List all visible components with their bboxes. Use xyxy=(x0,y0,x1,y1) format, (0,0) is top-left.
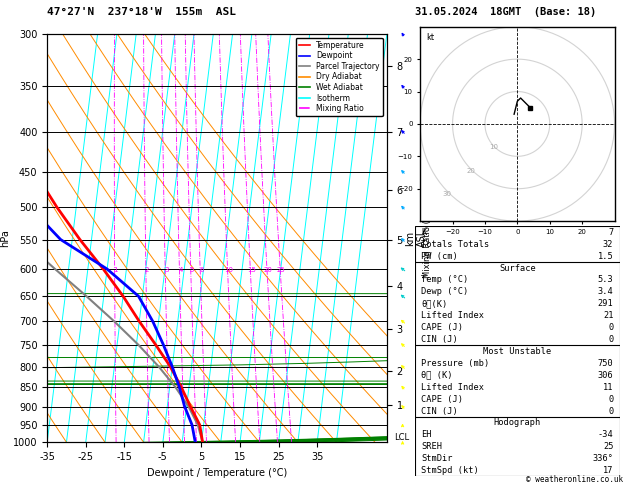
Text: Lifted Index: Lifted Index xyxy=(421,382,484,392)
Text: θᴇ (K): θᴇ (K) xyxy=(421,371,453,380)
Text: 750: 750 xyxy=(598,359,613,368)
Text: 2: 2 xyxy=(145,267,149,273)
Text: CIN (J): CIN (J) xyxy=(421,335,458,344)
Text: 21: 21 xyxy=(603,311,613,320)
Text: 20: 20 xyxy=(264,267,272,273)
Text: 17: 17 xyxy=(603,466,613,475)
Text: 3.4: 3.4 xyxy=(598,287,613,296)
Text: 7: 7 xyxy=(608,228,613,237)
Text: CAPE (J): CAPE (J) xyxy=(421,323,464,332)
Text: 25: 25 xyxy=(603,442,613,451)
Text: 15: 15 xyxy=(247,267,256,273)
Legend: Temperature, Dewpoint, Parcel Trajectory, Dry Adiabat, Wet Adiabat, Isotherm, Mi: Temperature, Dewpoint, Parcel Trajectory… xyxy=(296,38,383,116)
X-axis label: Dewpoint / Temperature (°C): Dewpoint / Temperature (°C) xyxy=(147,468,287,478)
Text: 6: 6 xyxy=(199,267,204,273)
Text: 32: 32 xyxy=(603,240,613,249)
Text: 31.05.2024  18GMT  (Base: 18): 31.05.2024 18GMT (Base: 18) xyxy=(415,7,596,17)
Text: 20: 20 xyxy=(466,168,475,174)
Text: SREH: SREH xyxy=(421,442,442,451)
Text: EH: EH xyxy=(421,431,431,439)
Text: Mixing Ratio (g/kg): Mixing Ratio (g/kg) xyxy=(423,198,432,278)
Text: 1.5: 1.5 xyxy=(598,252,613,260)
Text: Most Unstable: Most Unstable xyxy=(483,347,552,356)
Text: Dewp (°C): Dewp (°C) xyxy=(421,287,469,296)
Text: 5.3: 5.3 xyxy=(598,276,613,284)
Text: 4: 4 xyxy=(179,267,183,273)
Text: PW (cm): PW (cm) xyxy=(421,252,458,260)
Text: StmDir: StmDir xyxy=(421,454,453,463)
Text: 306: 306 xyxy=(598,371,613,380)
Text: -34: -34 xyxy=(598,431,613,439)
Text: K: K xyxy=(421,228,426,237)
Text: 0: 0 xyxy=(608,395,613,404)
Text: 11: 11 xyxy=(603,382,613,392)
Text: 0: 0 xyxy=(608,323,613,332)
Text: CAPE (J): CAPE (J) xyxy=(421,395,464,404)
Text: © weatheronline.co.uk: © weatheronline.co.uk xyxy=(526,474,623,484)
Text: 0: 0 xyxy=(608,335,613,344)
Text: 3: 3 xyxy=(164,267,169,273)
Y-axis label: hPa: hPa xyxy=(0,229,10,247)
Text: 0: 0 xyxy=(608,407,613,416)
Text: LCL: LCL xyxy=(394,433,409,442)
Text: 1: 1 xyxy=(114,267,118,273)
Text: 336°: 336° xyxy=(593,454,613,463)
Text: Lifted Index: Lifted Index xyxy=(421,311,484,320)
Text: CIN (J): CIN (J) xyxy=(421,407,458,416)
Y-axis label: km
ASL: km ASL xyxy=(406,229,427,247)
Text: Temp (°C): Temp (°C) xyxy=(421,276,469,284)
Text: 291: 291 xyxy=(598,299,613,308)
Text: kt: kt xyxy=(426,33,434,42)
Text: 30: 30 xyxy=(443,191,452,197)
Text: 10: 10 xyxy=(224,267,233,273)
Text: 10: 10 xyxy=(489,144,499,150)
Text: 25: 25 xyxy=(277,267,286,273)
Text: StmSpd (kt): StmSpd (kt) xyxy=(421,466,479,475)
Text: 5: 5 xyxy=(190,267,194,273)
Text: Surface: Surface xyxy=(499,263,536,273)
Text: Pressure (mb): Pressure (mb) xyxy=(421,359,489,368)
Text: θᴇ(K): θᴇ(K) xyxy=(421,299,447,308)
Text: 47°27'N  237°18'W  155m  ASL: 47°27'N 237°18'W 155m ASL xyxy=(47,7,236,17)
Text: Hodograph: Hodograph xyxy=(494,418,541,428)
Text: Totals Totals: Totals Totals xyxy=(421,240,489,249)
